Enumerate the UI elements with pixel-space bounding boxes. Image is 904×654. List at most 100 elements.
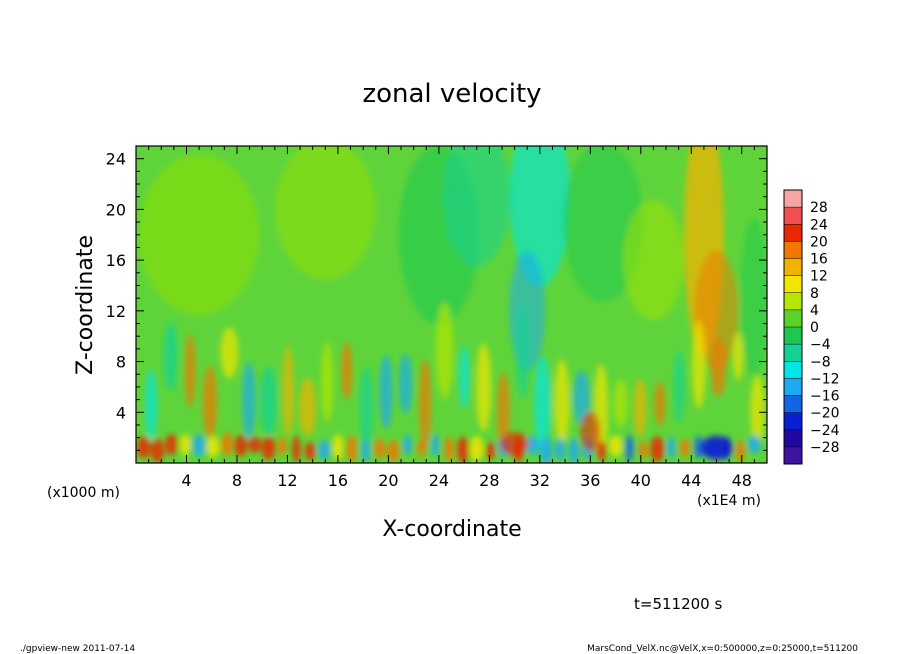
heatmap-cell [735,440,746,462]
x-tick-label: 24 [429,471,449,490]
heatmap-cell [379,354,393,429]
heatmap-cell [534,355,551,454]
colorbar-swatch-9 [784,344,802,362]
heatmap-cell [418,358,432,449]
colorbar-label: 12 [810,269,828,285]
x-tick-label: 20 [378,471,398,490]
footer-right: MarsCond_VelX.nc@VelX,x=0:500000,z=0:250… [587,644,858,654]
colorbar-label: −16 [810,389,840,405]
colorbar-label: 28 [810,200,828,216]
colorbar-label: 4 [810,303,819,319]
heatmap-cell [608,435,623,457]
heatmap-cell [568,437,580,463]
heatmap-cell [625,434,634,462]
colorbar-label: −4 [810,337,831,353]
heatmap-cell [248,436,261,454]
heatmap-cell [747,435,762,454]
heatmap-cell [221,432,233,457]
heatmap-cell [554,359,570,446]
y-tick-label: 4 [116,403,126,422]
heatmap-cell [277,437,287,456]
heatmap-cell [346,435,358,463]
heatmap-cell [515,301,530,398]
colorbar-label: 0 [810,320,819,336]
heatmap-cell [680,438,690,458]
heatmap-cell [692,320,706,409]
heatmap-cell [179,433,191,456]
heatmap-cell [202,365,218,439]
colorbar-swatch-5 [784,275,802,294]
heatmap-cell [485,442,496,460]
heatmap-cell [694,250,739,371]
chart-title: zonal velocity [362,79,541,109]
heatmap-cell [165,433,178,456]
colorbar-label: 8 [810,286,819,302]
colorbar-label: 16 [810,252,828,268]
heatmap-cell [317,439,331,460]
x-tick-label: 36 [580,471,600,490]
heatmap-cell [562,146,643,303]
x-tick-label: 44 [681,471,701,490]
heatmap-cell [292,435,301,463]
heatmap-cell [469,435,484,462]
colorbar-swatch-2 [784,224,802,242]
x-axis: 4 8 12 16 20 24 28 32 36 40 44 48 [148,146,755,490]
heatmap-cell [700,435,733,460]
heatmap-cell [459,345,470,409]
heatmap-cell [282,346,294,437]
y-tick-label: 20 [106,200,126,219]
heatmap-cell [500,431,529,456]
heatmap-cell [654,381,666,426]
y-tick-label: 8 [116,353,126,372]
heatmap-cell [623,200,684,321]
x-tick-label: 40 [631,471,651,490]
heatmap-cell [139,154,260,315]
heatmap-cell [234,434,248,457]
y-tick-label: 12 [106,302,126,321]
colorbar-label: −12 [810,371,840,387]
x-unit-right: (x1E4 m) [697,493,761,509]
heatmap-cell [163,322,179,391]
colorbar-label: 20 [810,234,828,250]
heatmap-cell [650,436,665,462]
heatmap-cell [192,434,206,457]
heatmap-cell [435,303,454,399]
heatmap-cell [321,342,334,423]
x-tick-label: 28 [479,471,499,490]
heatmap-cell [184,333,196,408]
colorbar-swatch-8 [784,327,802,345]
heatmap-cell [526,435,539,456]
heatmap-cell [673,350,685,424]
heatmap-cell [398,353,413,414]
heatmap-cell [740,218,767,379]
heatmap-cell [145,369,158,441]
x-tick-label: 32 [530,471,550,490]
heatmap-cell [597,440,607,462]
heatmap-cell [387,440,400,462]
colorbar-swatch-1 [784,207,802,225]
heatmap-cell [304,442,316,461]
heatmap-cell [638,441,649,459]
heatmap-cell [259,366,278,437]
heatmap-cell [613,379,628,427]
heatmap-cell [417,439,426,458]
heatmap-cell [694,435,704,459]
colorbar-swatch-15 [784,446,802,465]
colorbar-swatch-6 [784,292,802,311]
heatmap-cell [298,378,317,437]
heatmap-cell [666,436,676,459]
plot-area [136,146,767,463]
heatmap-cell [403,434,412,456]
heatmap-cell [220,327,239,379]
heatmap-cell [475,343,492,432]
x-axis-label: X-coordinate [382,517,521,542]
footer-left: ./gpview-new 2011-07-14 [20,644,135,654]
heatmap-cell [275,146,376,280]
heatmap-cell [540,436,553,463]
heatmap-cell [573,370,590,425]
colorbar-swatch-14 [784,429,802,448]
heatmap-cell [555,437,566,461]
colorbar-swatch-10 [784,361,802,379]
colorbar-label: 24 [810,217,828,233]
